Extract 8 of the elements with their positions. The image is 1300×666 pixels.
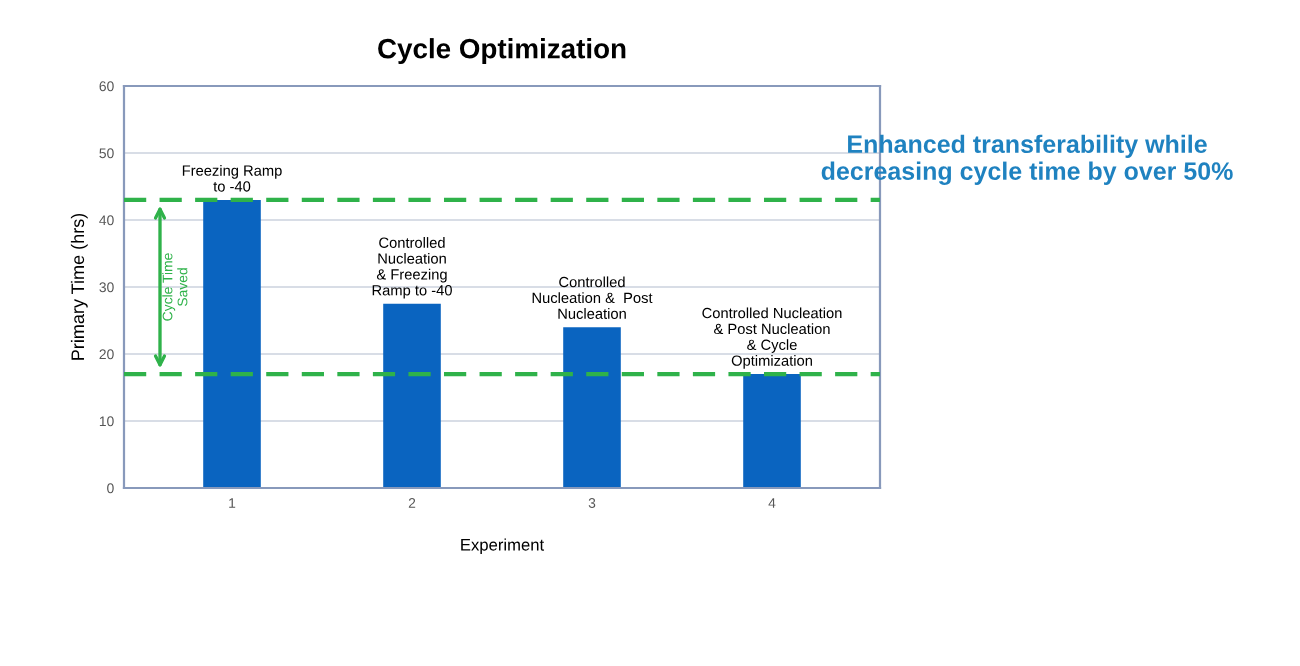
x-axis-title: Experiment bbox=[461, 538, 545, 554]
y-axis-title: Primary Time (hrs) bbox=[70, 213, 88, 360]
bar bbox=[563, 327, 621, 488]
annotation: Enhanced transferability while decreasing cycle time by over 50% bbox=[821, 134, 1233, 186]
chart-title: Cycle Optimization bbox=[378, 38, 626, 64]
bar bbox=[383, 303, 441, 488]
bar bbox=[743, 374, 801, 488]
bar bbox=[203, 199, 261, 488]
